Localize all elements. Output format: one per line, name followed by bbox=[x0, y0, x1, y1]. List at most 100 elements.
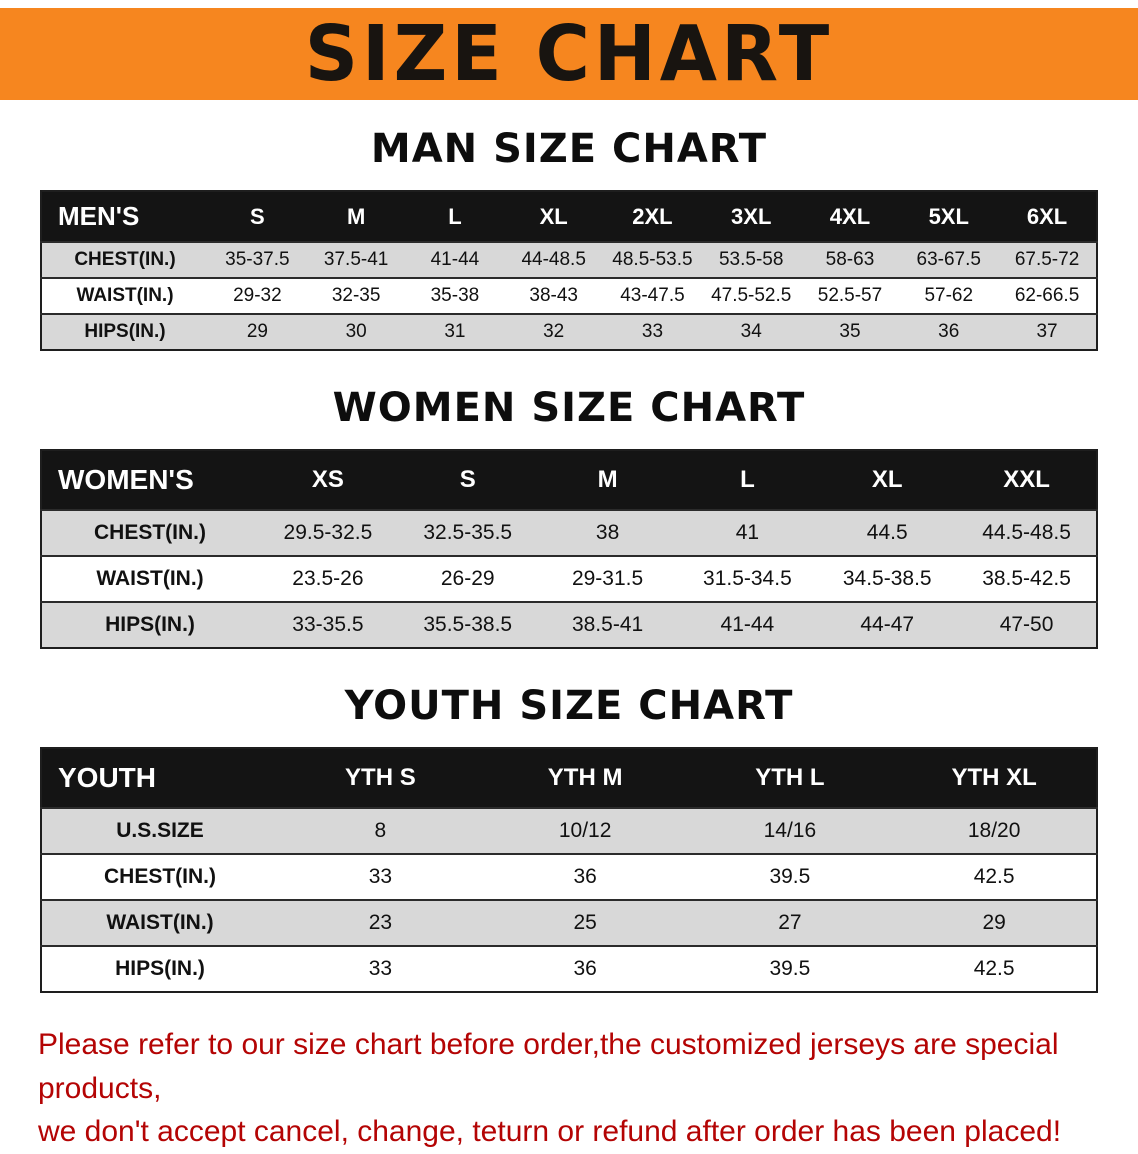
size-value-cell: 23.5-26 bbox=[258, 555, 398, 602]
size-value-cell: 67.5-72 bbox=[998, 241, 1097, 278]
size-column-header: YTH XL bbox=[892, 748, 1097, 808]
size-value-cell: 53.5-58 bbox=[701, 241, 801, 278]
row-label: WAIST(IN.) bbox=[41, 277, 208, 314]
table-row: HIPS(IN.) 29 30 31 32 33 34 35 36 37 bbox=[41, 313, 1097, 350]
table-row: WAIST(IN.) 29-32 32-35 35-38 38-43 43-47.5 47.… bbox=[41, 277, 1097, 314]
size-column-header: L bbox=[677, 450, 818, 510]
row-label: WAIST(IN.) bbox=[41, 899, 278, 946]
size-value-cell: 47-50 bbox=[957, 601, 1097, 648]
row-label: CHEST(IN.) bbox=[41, 241, 208, 278]
size-value-cell: 63-67.5 bbox=[899, 241, 999, 278]
size-value-cell: 44-47 bbox=[817, 601, 958, 648]
table-row: WAIST(IN.) 23 25 27 29 bbox=[41, 899, 1097, 946]
footer-notice: Please refer to our size chart before or… bbox=[38, 1023, 1100, 1154]
size-column-header: XS bbox=[258, 450, 398, 510]
size-column-header: 6XL bbox=[998, 191, 1097, 242]
table-row: HIPS(IN.) 33-35.5 35.5-38.5 38.5-41 41-44 44-… bbox=[41, 601, 1097, 648]
size-value-cell: 41-44 bbox=[677, 601, 818, 648]
row-label: U.S.SIZE bbox=[41, 807, 278, 854]
women-size-table: WOMEN'S XS S M L XL XXL CHEST(IN.) 29.5-32.5 32.5… bbox=[40, 449, 1098, 649]
size-value-cell: 44-48.5 bbox=[504, 241, 604, 278]
row-label: HIPS(IN.) bbox=[41, 601, 258, 648]
size-column-header: XL bbox=[504, 191, 604, 242]
youth-size-table: YOUTH YTH S YTH M YTH L YTH XL U.S.SIZE 8 10/12… bbox=[40, 747, 1098, 993]
men-section-heading: MAN SIZE CHART bbox=[370, 126, 768, 172]
size-value-cell: 25 bbox=[482, 899, 688, 946]
size-column-header: 2XL bbox=[603, 191, 702, 242]
size-value-cell: 36 bbox=[482, 945, 688, 992]
size-column-header: L bbox=[405, 191, 505, 242]
size-column-header: 4XL bbox=[800, 191, 900, 242]
size-value-cell: 38-43 bbox=[504, 277, 604, 314]
size-value-cell: 27 bbox=[687, 899, 893, 946]
size-value-cell: 52.5-57 bbox=[800, 277, 900, 314]
table-row: U.S.SIZE 8 10/12 14/16 18/20 bbox=[41, 807, 1097, 854]
size-value-cell: 58-63 bbox=[800, 241, 900, 278]
size-value-cell: 47.5-52.5 bbox=[701, 277, 801, 314]
table-header-row: MEN'S S M L XL 2XL 3XL 4XL 5XL 6XL bbox=[41, 191, 1097, 242]
size-value-cell: 33 bbox=[278, 945, 483, 992]
size-column-header: XXL bbox=[957, 450, 1097, 510]
size-value-cell: 41 bbox=[677, 509, 818, 556]
size-value-cell: 31.5-34.5 bbox=[677, 555, 818, 602]
size-value-cell: 23 bbox=[278, 899, 483, 946]
men-size-section: MAN SIZE CHART MEN'S S M L XL 2XL 3XL 4XL 5XL 6XL… bbox=[0, 126, 1138, 351]
size-value-cell: 35 bbox=[800, 313, 900, 350]
notice-line-1: Please refer to our size chart before or… bbox=[38, 1028, 1059, 1105]
size-value-cell: 29-31.5 bbox=[537, 555, 678, 602]
size-column-header: M bbox=[306, 191, 406, 242]
size-value-cell: 39.5 bbox=[687, 853, 893, 900]
size-column-header: S bbox=[208, 191, 307, 242]
row-label: HIPS(IN.) bbox=[41, 945, 278, 992]
banner: SIZE CHART bbox=[0, 8, 1138, 100]
table-row: CHEST(IN.) 29.5-32.5 32.5-35.5 38 41 44.5 44.5… bbox=[41, 509, 1097, 556]
size-value-cell: 31 bbox=[405, 313, 505, 350]
size-value-cell: 29 bbox=[892, 899, 1097, 946]
size-value-cell: 41-44 bbox=[405, 241, 505, 278]
size-value-cell: 26-29 bbox=[397, 555, 538, 602]
size-value-cell: 37 bbox=[998, 313, 1097, 350]
size-value-cell: 38.5-41 bbox=[537, 601, 678, 648]
table-row: CHEST(IN.) 33 36 39.5 42.5 bbox=[41, 853, 1097, 900]
size-value-cell: 33-35.5 bbox=[258, 601, 398, 648]
table-corner-header: YOUTH bbox=[41, 748, 278, 808]
size-value-cell: 37.5-41 bbox=[306, 241, 406, 278]
size-value-cell: 43-47.5 bbox=[603, 277, 702, 314]
size-value-cell: 57-62 bbox=[899, 277, 999, 314]
table-corner-header: MEN'S bbox=[41, 191, 208, 242]
size-value-cell: 32.5-35.5 bbox=[397, 509, 538, 556]
banner-title: SIZE CHART bbox=[304, 9, 834, 99]
size-value-cell: 10/12 bbox=[482, 807, 688, 854]
size-value-cell: 30 bbox=[306, 313, 406, 350]
size-value-cell: 38.5-42.5 bbox=[957, 555, 1097, 602]
size-value-cell: 29.5-32.5 bbox=[258, 509, 398, 556]
size-column-header: YTH L bbox=[687, 748, 893, 808]
table-corner-header: WOMEN'S bbox=[41, 450, 258, 510]
size-value-cell: 36 bbox=[482, 853, 688, 900]
size-value-cell: 42.5 bbox=[892, 945, 1097, 992]
size-value-cell: 48.5-53.5 bbox=[603, 241, 702, 278]
size-value-cell: 29-32 bbox=[208, 277, 307, 314]
table-row: HIPS(IN.) 33 36 39.5 42.5 bbox=[41, 945, 1097, 992]
youth-size-section: YOUTH SIZE CHART YOUTH YTH S YTH M YTH L YTH… bbox=[0, 683, 1138, 993]
table-header-row: YOUTH YTH S YTH M YTH L YTH XL bbox=[41, 748, 1097, 808]
size-value-cell: 42.5 bbox=[892, 853, 1097, 900]
women-size-section: WOMEN SIZE CHART WOMEN'S XS S M L XL XXL CHEST(… bbox=[0, 385, 1138, 649]
men-size-table: MEN'S S M L XL 2XL 3XL 4XL 5XL 6XL CHEST(IN.) 35-37… bbox=[40, 190, 1098, 351]
size-value-cell: 35-38 bbox=[405, 277, 505, 314]
size-value-cell: 33 bbox=[278, 853, 483, 900]
size-value-cell: 14/16 bbox=[687, 807, 893, 854]
size-value-cell: 39.5 bbox=[687, 945, 893, 992]
size-column-header: 3XL bbox=[701, 191, 801, 242]
size-value-cell: 32-35 bbox=[306, 277, 406, 314]
row-label: WAIST(IN.) bbox=[41, 555, 258, 602]
table-row: WAIST(IN.) 23.5-26 26-29 29-31.5 31.5-34.5 34… bbox=[41, 555, 1097, 602]
size-column-header: S bbox=[397, 450, 538, 510]
size-value-cell: 44.5-48.5 bbox=[957, 509, 1097, 556]
size-value-cell: 44.5 bbox=[817, 509, 958, 556]
size-column-header: YTH S bbox=[278, 748, 483, 808]
size-column-header: XL bbox=[817, 450, 958, 510]
table-header-row: WOMEN'S XS S M L XL XXL bbox=[41, 450, 1097, 510]
row-label: CHEST(IN.) bbox=[41, 853, 278, 900]
size-value-cell: 32 bbox=[504, 313, 604, 350]
